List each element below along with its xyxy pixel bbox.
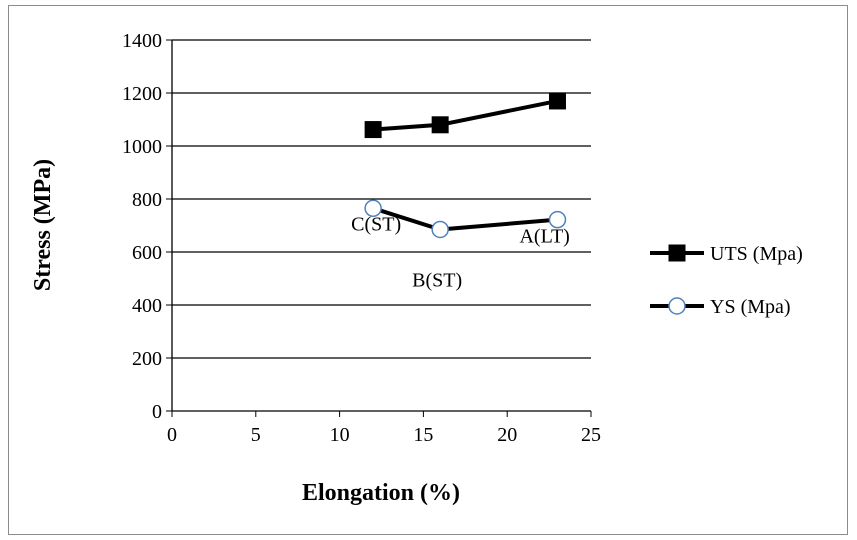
series-ys [364, 199, 567, 239]
axes [166, 39, 592, 417]
x-tick-label: 15 [413, 424, 433, 446]
data-point [364, 121, 382, 139]
y-tick-label: 400 [132, 295, 162, 317]
data-point [548, 210, 567, 229]
y-axis-title: Stress (MPa) [30, 159, 56, 291]
data-point [431, 220, 449, 239]
x-tick-labels: 0 5 10 15 20 25 [167, 424, 601, 446]
series-uts [364, 92, 566, 139]
y-tick-label: 0 [152, 401, 162, 423]
data-label: B(ST) [412, 269, 462, 291]
x-tick-label: 5 [251, 424, 261, 446]
y-tick-labels: 0 200 400 600 800 1000 1200 1400 [122, 30, 162, 423]
y-tick-label: 800 [132, 189, 162, 211]
legend-label: YS (Mpa) [710, 296, 791, 318]
legend-item-uts: UTS (Mpa) [650, 243, 803, 265]
series-line [372, 98, 558, 132]
x-tick-label: 10 [330, 424, 350, 446]
legend-label: UTS (Mpa) [710, 243, 803, 265]
data-label: A(LT) [519, 226, 569, 248]
annotation-layer: C(ST) B(ST) A(LT) [351, 213, 570, 291]
legend-swatch-marker [668, 297, 686, 315]
x-tick-label: 25 [581, 424, 601, 446]
legend: UTS (Mpa) YS (Mpa) [650, 243, 803, 318]
y-tick-label: 1000 [122, 136, 162, 158]
x-tick-label: 0 [167, 424, 177, 446]
grid-lines [172, 39, 591, 359]
data-label: C(ST) [351, 213, 401, 235]
x-tick-label: 20 [497, 424, 517, 446]
data-point [548, 92, 566, 110]
x-axis-title: Elongation (%) [302, 480, 460, 506]
legend-item-ys: YS (Mpa) [650, 296, 791, 318]
y-tick-label: 1400 [122, 30, 162, 52]
y-tick-label: 200 [132, 348, 162, 370]
series-layer [364, 92, 567, 239]
y-tick-label: 1200 [122, 83, 162, 105]
y-tick-label: 600 [132, 242, 162, 264]
data-point [431, 116, 449, 134]
legend-swatch-marker [668, 244, 686, 262]
data-point [364, 199, 382, 218]
